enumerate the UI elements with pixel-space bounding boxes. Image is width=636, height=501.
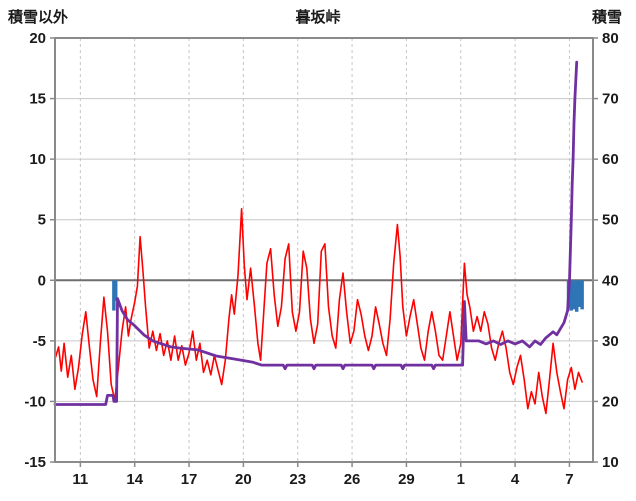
svg-text:26: 26 [344, 471, 361, 488]
left-axis-title: 積雪以外 [8, 9, 69, 26]
svg-text:20: 20 [235, 471, 252, 488]
svg-text:5: 5 [38, 212, 46, 229]
svg-text:40: 40 [602, 272, 619, 289]
plot-grid [55, 38, 593, 462]
chart-title: 暮坂峠 [295, 9, 341, 26]
svg-text:15: 15 [29, 91, 46, 108]
axis-ticks [50, 37, 598, 467]
purple-data-line [53, 60, 579, 406]
svg-text:-10: -10 [24, 393, 46, 410]
svg-text:1: 1 [457, 471, 465, 488]
red-data-line [54, 208, 583, 415]
svg-text:80: 80 [602, 30, 619, 47]
svg-text:17: 17 [181, 471, 198, 488]
svg-text:70: 70 [602, 91, 619, 108]
svg-text:4: 4 [511, 471, 520, 488]
plot-border [54, 37, 594, 463]
svg-text:7: 7 [565, 471, 573, 488]
right-axis-title: 積雪 [591, 9, 622, 26]
svg-text:23: 23 [289, 471, 306, 488]
svg-text:29: 29 [398, 471, 415, 488]
svg-text:11: 11 [72, 471, 88, 488]
svg-text:50: 50 [602, 212, 619, 229]
svg-text:14: 14 [126, 471, 143, 488]
svg-text:-15: -15 [24, 454, 46, 471]
svg-text:20: 20 [29, 30, 46, 47]
svg-text:-5: -5 [33, 333, 46, 350]
blue-bars [112, 280, 584, 312]
svg-text:10: 10 [29, 151, 46, 168]
svg-text:30: 30 [602, 333, 619, 350]
svg-text:0: 0 [38, 272, 46, 289]
svg-text:60: 60 [602, 151, 619, 168]
svg-text:20: 20 [602, 393, 619, 410]
svg-text:10: 10 [602, 454, 619, 471]
